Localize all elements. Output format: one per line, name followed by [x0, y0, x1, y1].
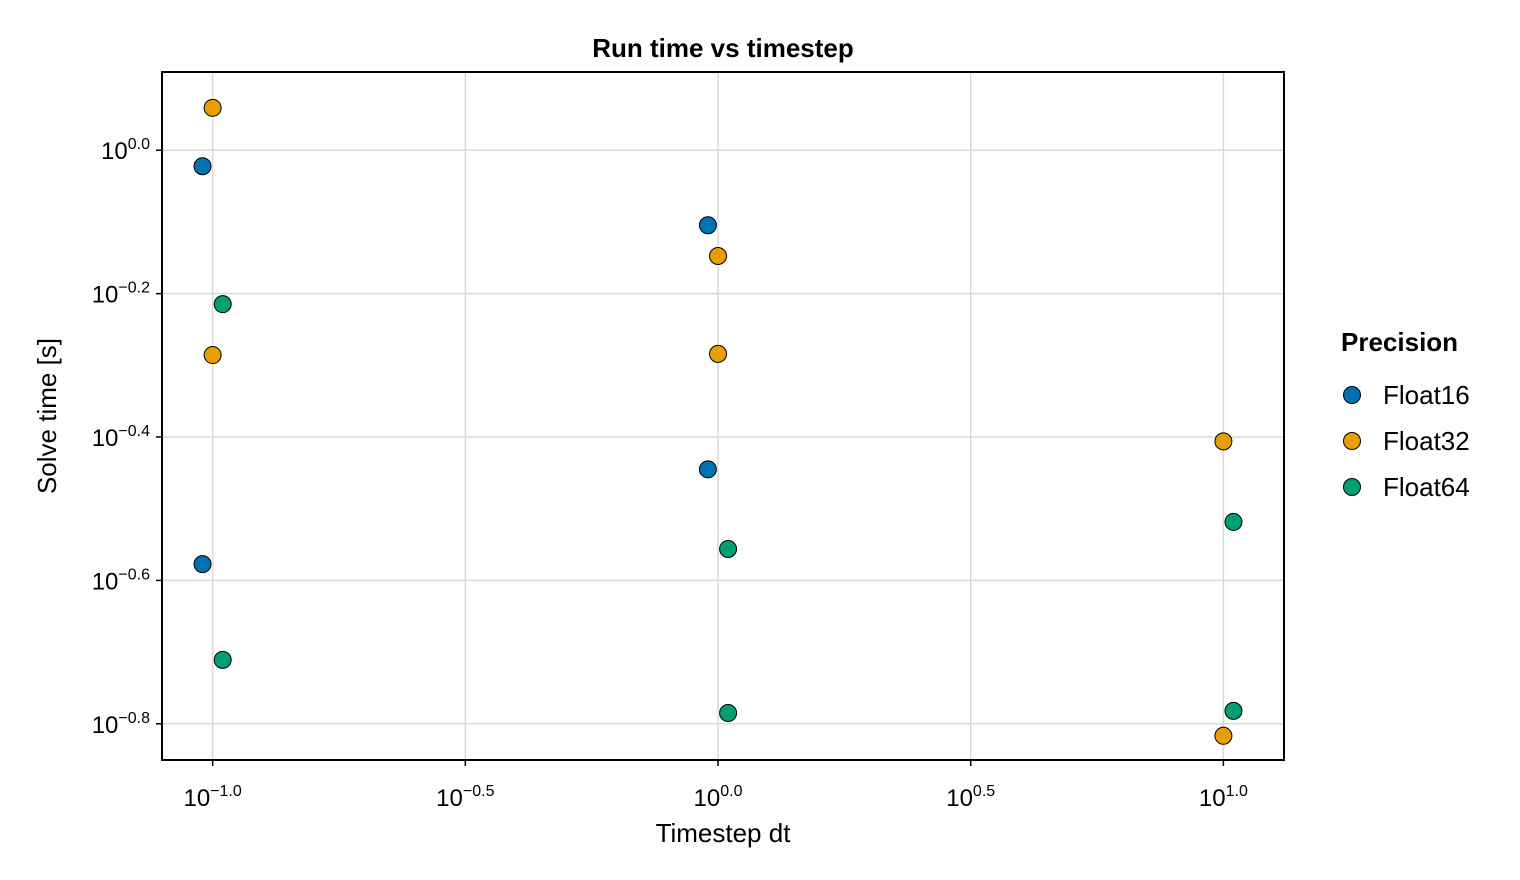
data-point-float64	[719, 703, 738, 722]
y-tick-base: 10	[92, 425, 119, 452]
chart-title: Run time vs timestep	[592, 33, 854, 63]
y-tick-exponent: −0.4	[118, 423, 150, 440]
x-tick-label: 101.0	[1199, 783, 1248, 812]
x-tick-base: 10	[436, 785, 463, 812]
data-point-float32	[1214, 726, 1233, 745]
x-tick-exponent: 0.5	[973, 783, 995, 800]
x-tick-base: 10	[1199, 785, 1226, 812]
y-tick-base: 10	[92, 282, 119, 309]
legend-title: Precision	[1341, 327, 1458, 357]
x-tick-label: 10−0.5	[436, 783, 494, 812]
axis-ticks: 10−1.0 10−0.5 100.0 100.5 101.0100.010−0.210…	[92, 136, 1248, 812]
x-tick-exponent: 0.0	[720, 783, 742, 800]
data-point-float16	[193, 555, 212, 574]
legend-label: Float64	[1383, 472, 1470, 502]
data-point-float64	[719, 539, 738, 558]
data-point-float32	[203, 98, 222, 117]
legend-marker	[1343, 386, 1361, 404]
y-tick-base: 10	[92, 568, 119, 595]
y-axis-label: Solve time [s]	[32, 338, 62, 494]
y-tick-label: 10−0.6	[92, 566, 150, 595]
x-tick-exponent: −1.0	[210, 783, 242, 800]
data-point-float32	[203, 346, 222, 365]
y-tick-exponent: 0.0	[128, 136, 150, 153]
y-tick-label: 10−0.8	[92, 710, 150, 739]
series-float16	[193, 157, 717, 574]
data-point-float64	[213, 295, 232, 314]
x-tick-exponent: 1.0	[1226, 783, 1248, 800]
y-tick-exponent: −0.2	[118, 280, 150, 297]
data-point-float64	[1224, 512, 1243, 531]
y-tick-label: 10−0.2	[92, 280, 150, 309]
x-tick-base: 10	[694, 785, 721, 812]
legend-marker	[1343, 478, 1361, 496]
y-tick-label: 10−0.4	[92, 423, 150, 452]
x-tick-label: 100.0	[694, 783, 743, 812]
data-point-float32	[1214, 432, 1233, 451]
legend-item-float64: Float64	[1343, 472, 1470, 502]
data-points	[193, 98, 1243, 745]
legend: Precision Float16 Float32 Float64	[1341, 327, 1470, 502]
data-point-float32	[709, 344, 728, 363]
y-tick-label: 100.0	[101, 136, 150, 165]
x-tick-label: 10−1.0	[183, 783, 241, 812]
y-tick-base: 10	[92, 712, 119, 739]
x-tick-base: 10	[183, 785, 210, 812]
x-tick-base: 10	[946, 785, 973, 812]
legend-label: Float32	[1383, 426, 1470, 456]
x-tick-label: 100.5	[946, 783, 995, 812]
data-point-float16	[193, 157, 212, 176]
y-tick-base: 10	[101, 138, 128, 165]
data-point-float32	[709, 247, 728, 266]
plot-frame	[161, 71, 1285, 761]
series-float32	[203, 98, 1233, 745]
y-tick-exponent: −0.8	[118, 710, 150, 727]
y-tick-exponent: −0.6	[118, 566, 150, 583]
series-float64	[213, 295, 1243, 722]
data-point-float64	[1224, 701, 1243, 720]
grid-lines	[162, 72, 1284, 760]
data-point-float16	[698, 216, 717, 235]
x-tick-exponent: −0.5	[463, 783, 495, 800]
data-point-float64	[213, 650, 232, 669]
x-axis-label: Timestep dt	[656, 818, 792, 848]
legend-label: Float16	[1383, 380, 1470, 410]
legend-item-float32: Float32	[1343, 426, 1470, 456]
data-point-float16	[698, 460, 717, 479]
legend-marker	[1343, 432, 1361, 450]
legend-item-float16: Float16	[1343, 380, 1470, 410]
